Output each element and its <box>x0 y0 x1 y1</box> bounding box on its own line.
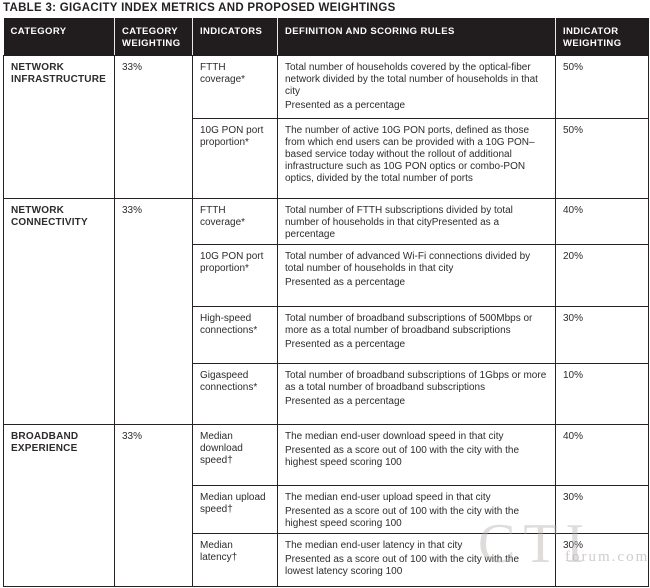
definition-text: Total number of broadband subscriptions … <box>285 370 547 393</box>
definition-scoring-text: Presented as a percentage <box>285 396 406 407</box>
category-weighting-cell: 33% <box>114 198 193 425</box>
table-row: Median latency† The median end-user late… <box>4 533 649 587</box>
table-title: TABLE 3: GIGACITY INDEX METRICS AND PROP… <box>3 2 396 14</box>
definition-scoring-text: Presented as a score out of 100 with the… <box>285 506 520 529</box>
category-cell: NETWORK CONNECTIVITY <box>3 198 115 425</box>
definition-text: The median end-user upload speed in that… <box>285 492 491 503</box>
indicator-weighting-cell: 50% <box>555 55 649 119</box>
column-header-category: CATEGORY <box>3 18 115 56</box>
indicator-cell: FTTH coverage* <box>192 55 278 119</box>
definition-text: Total number of broadband subscriptions … <box>285 313 533 336</box>
definition-scoring-text: Presented as a percentage <box>285 100 406 111</box>
definition-cell: Total number of households covered by th… <box>277 55 556 119</box>
category-weighting-cell: 33% <box>114 424 193 587</box>
indicator-cell: Median download speed† <box>192 424 278 486</box>
definition-scoring-text: Presented as a percentage <box>285 277 406 288</box>
table-row: NETWORK CONNECTIVITY 33% FTTH coverage* … <box>3 198 649 425</box>
indicator-weighting-cell: 10% <box>555 363 649 425</box>
definition-text: The number of active 10G PON ports, defi… <box>285 125 535 184</box>
indicator-weighting-cell: 50% <box>555 118 649 199</box>
indicator-cell: Median upload speed† <box>192 485 278 534</box>
metrics-table: CATEGORY CATEGORY WEIGHTING INDICATORS D… <box>3 18 649 587</box>
definition-text: Total number of advanced Wi-Fi connectio… <box>285 251 531 274</box>
header-row: CATEGORY CATEGORY WEIGHTING INDICATORS D… <box>3 18 649 56</box>
column-header-indicators: INDICATORS <box>192 18 278 56</box>
column-header-category-weighting: CATEGORY WEIGHTING <box>114 18 193 56</box>
indicator-weighting-cell: 20% <box>555 244 649 307</box>
definition-cell: Total number of broadband subscriptions … <box>277 363 556 425</box>
table-row: High-speed connections* Total number of … <box>4 306 649 364</box>
definition-cell: The median end-user latency in that city… <box>277 533 556 587</box>
table-row: Median upload speed† The median end-user… <box>4 485 649 534</box>
category-cell: BROADBAND EXPERIENCE <box>3 424 115 587</box>
indicator-cell: 10G PON port proportion* <box>192 118 278 199</box>
definition-text: The median end-user download speed in th… <box>285 431 504 442</box>
definition-text: Total number of FTTH subscriptions divid… <box>285 205 513 240</box>
definition-text: The median end-user latency in that city <box>285 540 463 551</box>
definition-cell: Total number of FTTH subscriptions divid… <box>277 198 556 245</box>
definition-cell: Total number of broadband subscriptions … <box>277 306 556 364</box>
indicator-cell: FTTH coverage* <box>192 198 278 245</box>
indicator-weighting-cell: 40% <box>555 198 649 245</box>
definition-cell: The median end-user download speed in th… <box>277 424 556 486</box>
indicator-cell: Gigaspeed connections* <box>192 363 278 425</box>
definition-text: Total number of households covered by th… <box>285 62 538 97</box>
indicator-weighting-cell: 30% <box>555 533 649 587</box>
definition-scoring-text: Presented as a percentage <box>285 339 406 350</box>
category-cell: NETWORK INFRASTRUCTURE <box>3 55 115 199</box>
definition-cell: Total number of advanced Wi-Fi connectio… <box>277 244 556 307</box>
indicator-cell: 10G PON port proportion* <box>192 244 278 307</box>
definition-scoring-text: Presented as a score out of 100 with the… <box>285 554 520 577</box>
table-row: 10G PON port proportion* The number of a… <box>4 118 649 199</box>
indicator-weighting-cell: 30% <box>555 306 649 364</box>
column-header-indicator-weighting: INDICATOR WEIGHTING <box>555 18 649 56</box>
definition-cell: The number of active 10G PON ports, defi… <box>277 118 556 199</box>
column-header-definition: DEFINITION AND SCORING RULES <box>277 18 556 56</box>
definition-scoring-text: Presented as a score out of 100 with the… <box>285 445 520 468</box>
table-row: NETWORK INFRASTRUCTURE 33% FTTH coverage… <box>3 55 649 199</box>
indicator-cell: High-speed connections* <box>192 306 278 364</box>
definition-cell: The median end-user upload speed in that… <box>277 485 556 534</box>
table-row: Gigaspeed connections* Total number of b… <box>4 363 649 425</box>
category-weighting-cell: 33% <box>114 55 193 199</box>
indicator-weighting-cell: 40% <box>555 424 649 486</box>
table-row: 10G PON port proportion* Total number of… <box>4 244 649 307</box>
indicator-weighting-cell: 30% <box>555 485 649 534</box>
table-row: BROADBAND EXPERIENCE 33% Median download… <box>3 424 649 587</box>
indicator-cell: Median latency† <box>192 533 278 587</box>
